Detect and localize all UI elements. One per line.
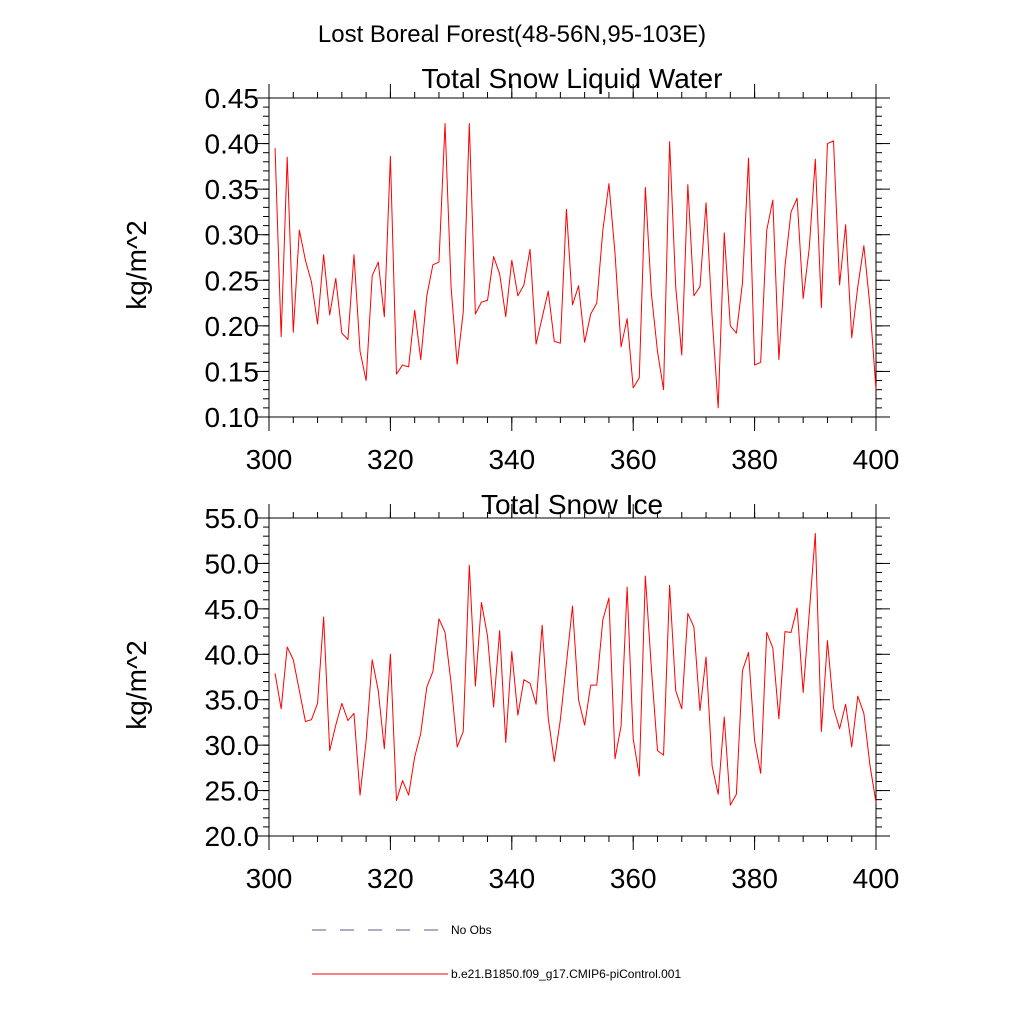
y-tick-label: 40.0 xyxy=(205,639,260,670)
legend: No Obs b.e21.B1850.f09_g17.CMIP6-piContr… xyxy=(312,923,681,981)
y-tick-label: 0.30 xyxy=(205,220,260,251)
y-tick-label: 0.35 xyxy=(205,174,260,205)
plot-frame xyxy=(268,97,877,418)
chart-title: Total Snow Liquid Water xyxy=(422,63,723,94)
x-tick-label: 300 xyxy=(246,863,293,894)
chart-snow-ice: Total Snow Ice kg/m^2 300 320 340 360 380 400… xyxy=(121,489,899,894)
x-tick-label: 400 xyxy=(853,444,900,475)
y-tick-label: 0.45 xyxy=(205,83,260,114)
x-tick-label: 340 xyxy=(488,863,535,894)
y-axis-label: kg/m^2 xyxy=(121,220,152,309)
y-tick-label: 0.40 xyxy=(205,129,260,160)
x-tick-label: 300 xyxy=(246,444,293,475)
y-tick-label: 20.0 xyxy=(205,821,260,852)
x-tick-label: 400 xyxy=(853,863,900,894)
figure-title: Lost Boreal Forest(48-56N,95-103E) xyxy=(318,21,706,48)
chart-title: Total Snow Ice xyxy=(481,489,663,520)
y-tick-label: 0.15 xyxy=(205,356,260,387)
x-tick-label: 360 xyxy=(610,863,657,894)
y-tick-label: 45.0 xyxy=(205,594,260,625)
x-tick-label: 340 xyxy=(488,444,535,475)
x-tick-label: 360 xyxy=(610,444,657,475)
y-tick-label: 25.0 xyxy=(205,776,260,807)
x-tick-label: 320 xyxy=(367,444,414,475)
series-line-model xyxy=(274,532,877,806)
y-tick-label: 30.0 xyxy=(205,730,260,761)
y-tick-label: 50.0 xyxy=(205,548,260,579)
x-tick-label: 380 xyxy=(731,863,778,894)
chart-liquid-water: Total Snow Liquid Water kg/m^2 300 320 340… xyxy=(121,63,899,475)
y-tick-label: 55.0 xyxy=(205,503,260,534)
legend-label-no-obs: No Obs xyxy=(451,923,492,937)
x-tick-label: 380 xyxy=(731,444,778,475)
y-axis-label: kg/m^2 xyxy=(121,640,152,729)
y-tick-label: 0.20 xyxy=(205,311,260,342)
y-tick-label: 0.25 xyxy=(205,265,260,296)
y-tick-label: 0.10 xyxy=(205,402,260,433)
legend-label-model: b.e21.B1850.f09_g17.CMIP6-piControl.001 xyxy=(451,967,681,981)
y-tick-label: 35.0 xyxy=(205,685,260,716)
series-line-model xyxy=(274,123,877,409)
x-tick-label: 320 xyxy=(367,863,414,894)
plot-frame xyxy=(268,517,877,837)
